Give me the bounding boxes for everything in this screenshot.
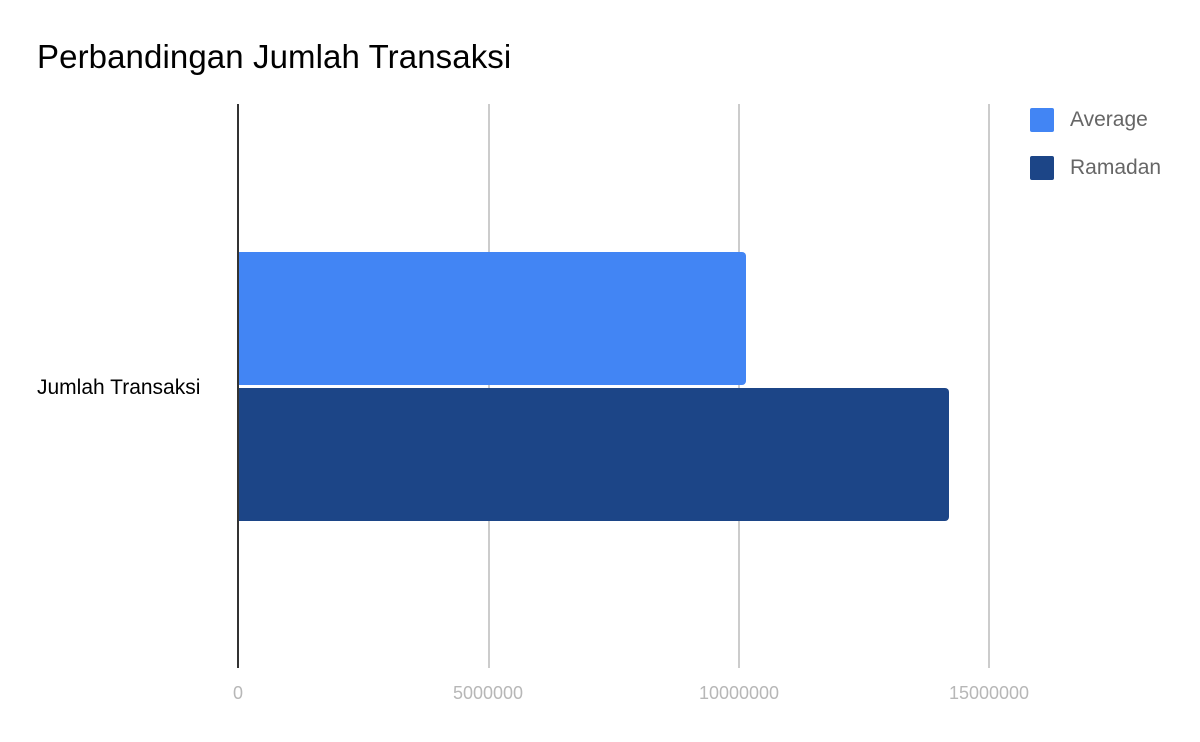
y-axis-line — [237, 104, 239, 668]
legend-swatch-ramadan — [1030, 156, 1054, 180]
plot-area — [237, 104, 1037, 668]
legend-label: Ramadan — [1070, 156, 1162, 179]
x-tick-label: 10000000 — [698, 683, 780, 703]
legend-label: Average — [1070, 108, 1148, 131]
gridline-5000000 — [488, 104, 490, 668]
legend-item-average[interactable]: Average — [1030, 108, 1161, 132]
category-label: Jumlah Transaksi — [37, 376, 201, 399]
legend: Average Ramadan — [1030, 108, 1161, 204]
gridline-15000000 — [988, 104, 990, 668]
x-tick-label: 0 — [232, 683, 244, 703]
legend-swatch-average — [1030, 108, 1054, 132]
bar-average[interactable] — [237, 252, 746, 385]
x-tick-label: 15000000 — [948, 683, 1030, 703]
legend-item-ramadan[interactable]: Ramadan — [1030, 156, 1161, 180]
bar-ramadan[interactable] — [237, 388, 950, 521]
x-tick-label: 5000000 — [452, 683, 524, 703]
gridline-10000000 — [738, 104, 740, 668]
chart-title: Perbandingan Jumlah Transaksi — [37, 38, 512, 75]
